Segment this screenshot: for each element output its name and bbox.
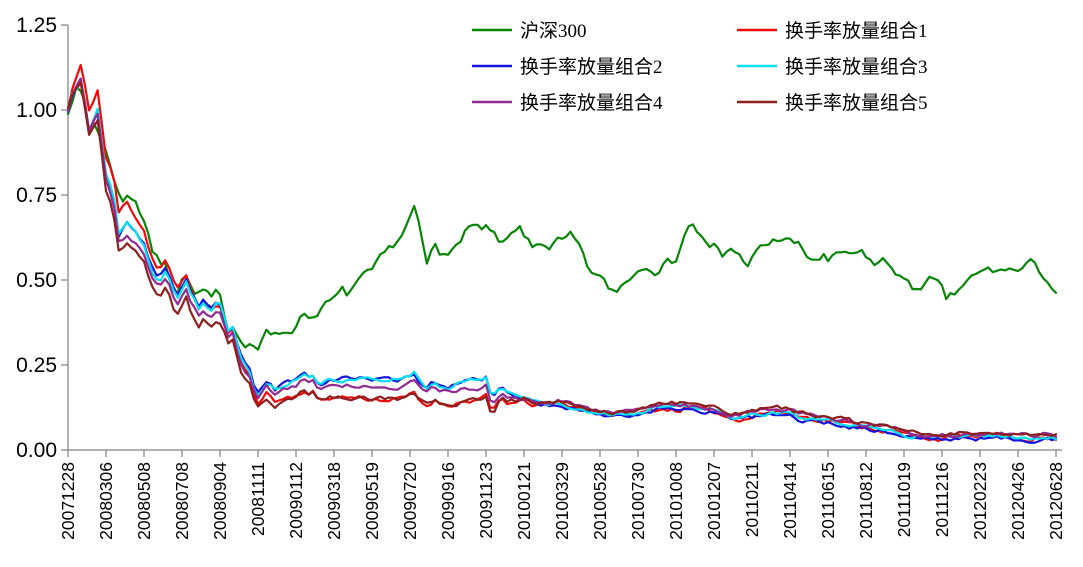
y-tick-label: 0.00 <box>16 439 57 462</box>
x-tick-label: 20100329 <box>552 462 572 540</box>
x-tick-label: 20120223 <box>970 462 990 540</box>
x-tick-label: 20101008 <box>666 462 686 540</box>
series-lines <box>66 63 1058 444</box>
series-line-换手率放量组合5 <box>66 81 1058 438</box>
y-tick-label: 1.25 <box>16 14 57 37</box>
x-tick-label: 20080708 <box>172 462 192 540</box>
x-tick-label: 20110812 <box>856 462 876 539</box>
y-tick-label: 0.25 <box>16 354 57 377</box>
legend-label-p5: 换手率放量组合5 <box>785 92 928 114</box>
x-tick-label: 20111216 <box>932 462 952 537</box>
legend: 沪深300 换手率放量组合1 换手率放量组合2 换手率放量组合3 换手率放量组合… <box>472 20 928 114</box>
x-tick-label: 20120628 <box>1046 462 1066 540</box>
x-tick-label: 20120426 <box>1008 462 1028 540</box>
y-axis-labels: 0.00 0.25 0.50 0.75 1.00 1.25 <box>16 14 57 462</box>
x-tick-label: 20080306 <box>96 462 116 540</box>
x-tick-label: 20100730 <box>628 462 648 540</box>
x-tick-label: 20100121 <box>514 462 534 540</box>
x-tick-label: 20081111 <box>248 462 268 536</box>
x-tick-label: 20080508 <box>134 462 154 540</box>
series-line-换手率放量组合3 <box>66 81 1058 441</box>
series-line-换手率放量组合4 <box>66 77 1058 439</box>
x-tick-label: 20111019 <box>894 462 914 537</box>
legend-label-p3: 换手率放量组合3 <box>785 56 928 78</box>
series-line-换手率放量组合2 <box>66 79 1058 444</box>
x-tick-label: 20100528 <box>590 462 610 540</box>
x-tick-label: 20101207 <box>704 462 724 540</box>
legend-label-hs300: 沪深300 <box>520 20 587 42</box>
x-tick-label: 20090318 <box>324 462 344 540</box>
x-tick-label: 20091123 <box>476 462 496 539</box>
x-tick-label: 20090720 <box>400 462 420 540</box>
legend-label-p1: 换手率放量组合1 <box>785 20 928 42</box>
series-line-换手率放量组合1 <box>66 63 1058 443</box>
x-tick-label: 20110414 <box>780 462 800 539</box>
x-tick-label: 20110615 <box>818 462 838 539</box>
axes <box>61 24 1062 457</box>
y-tick-label: 0.50 <box>16 269 57 292</box>
x-tick-label: 20090112 <box>286 462 306 539</box>
x-tick-label: 20080904 <box>210 462 230 540</box>
y-tick-label: 1.00 <box>16 99 57 122</box>
legend-label-p2: 换手率放量组合2 <box>520 56 663 78</box>
y-tick-label: 0.75 <box>16 184 57 207</box>
series-line-沪深300 <box>66 86 1058 351</box>
x-tick-label: 20071228 <box>58 462 78 540</box>
x-axis-labels: 20071228 20080306 20080508 20080708 20080904… <box>58 462 1066 540</box>
x-tick-label: 20090519 <box>362 462 382 540</box>
legend-label-p4: 换手率放量组合4 <box>520 92 663 114</box>
x-tick-label: 20090916 <box>438 462 458 540</box>
x-tick-label: 20110211 <box>742 462 762 537</box>
